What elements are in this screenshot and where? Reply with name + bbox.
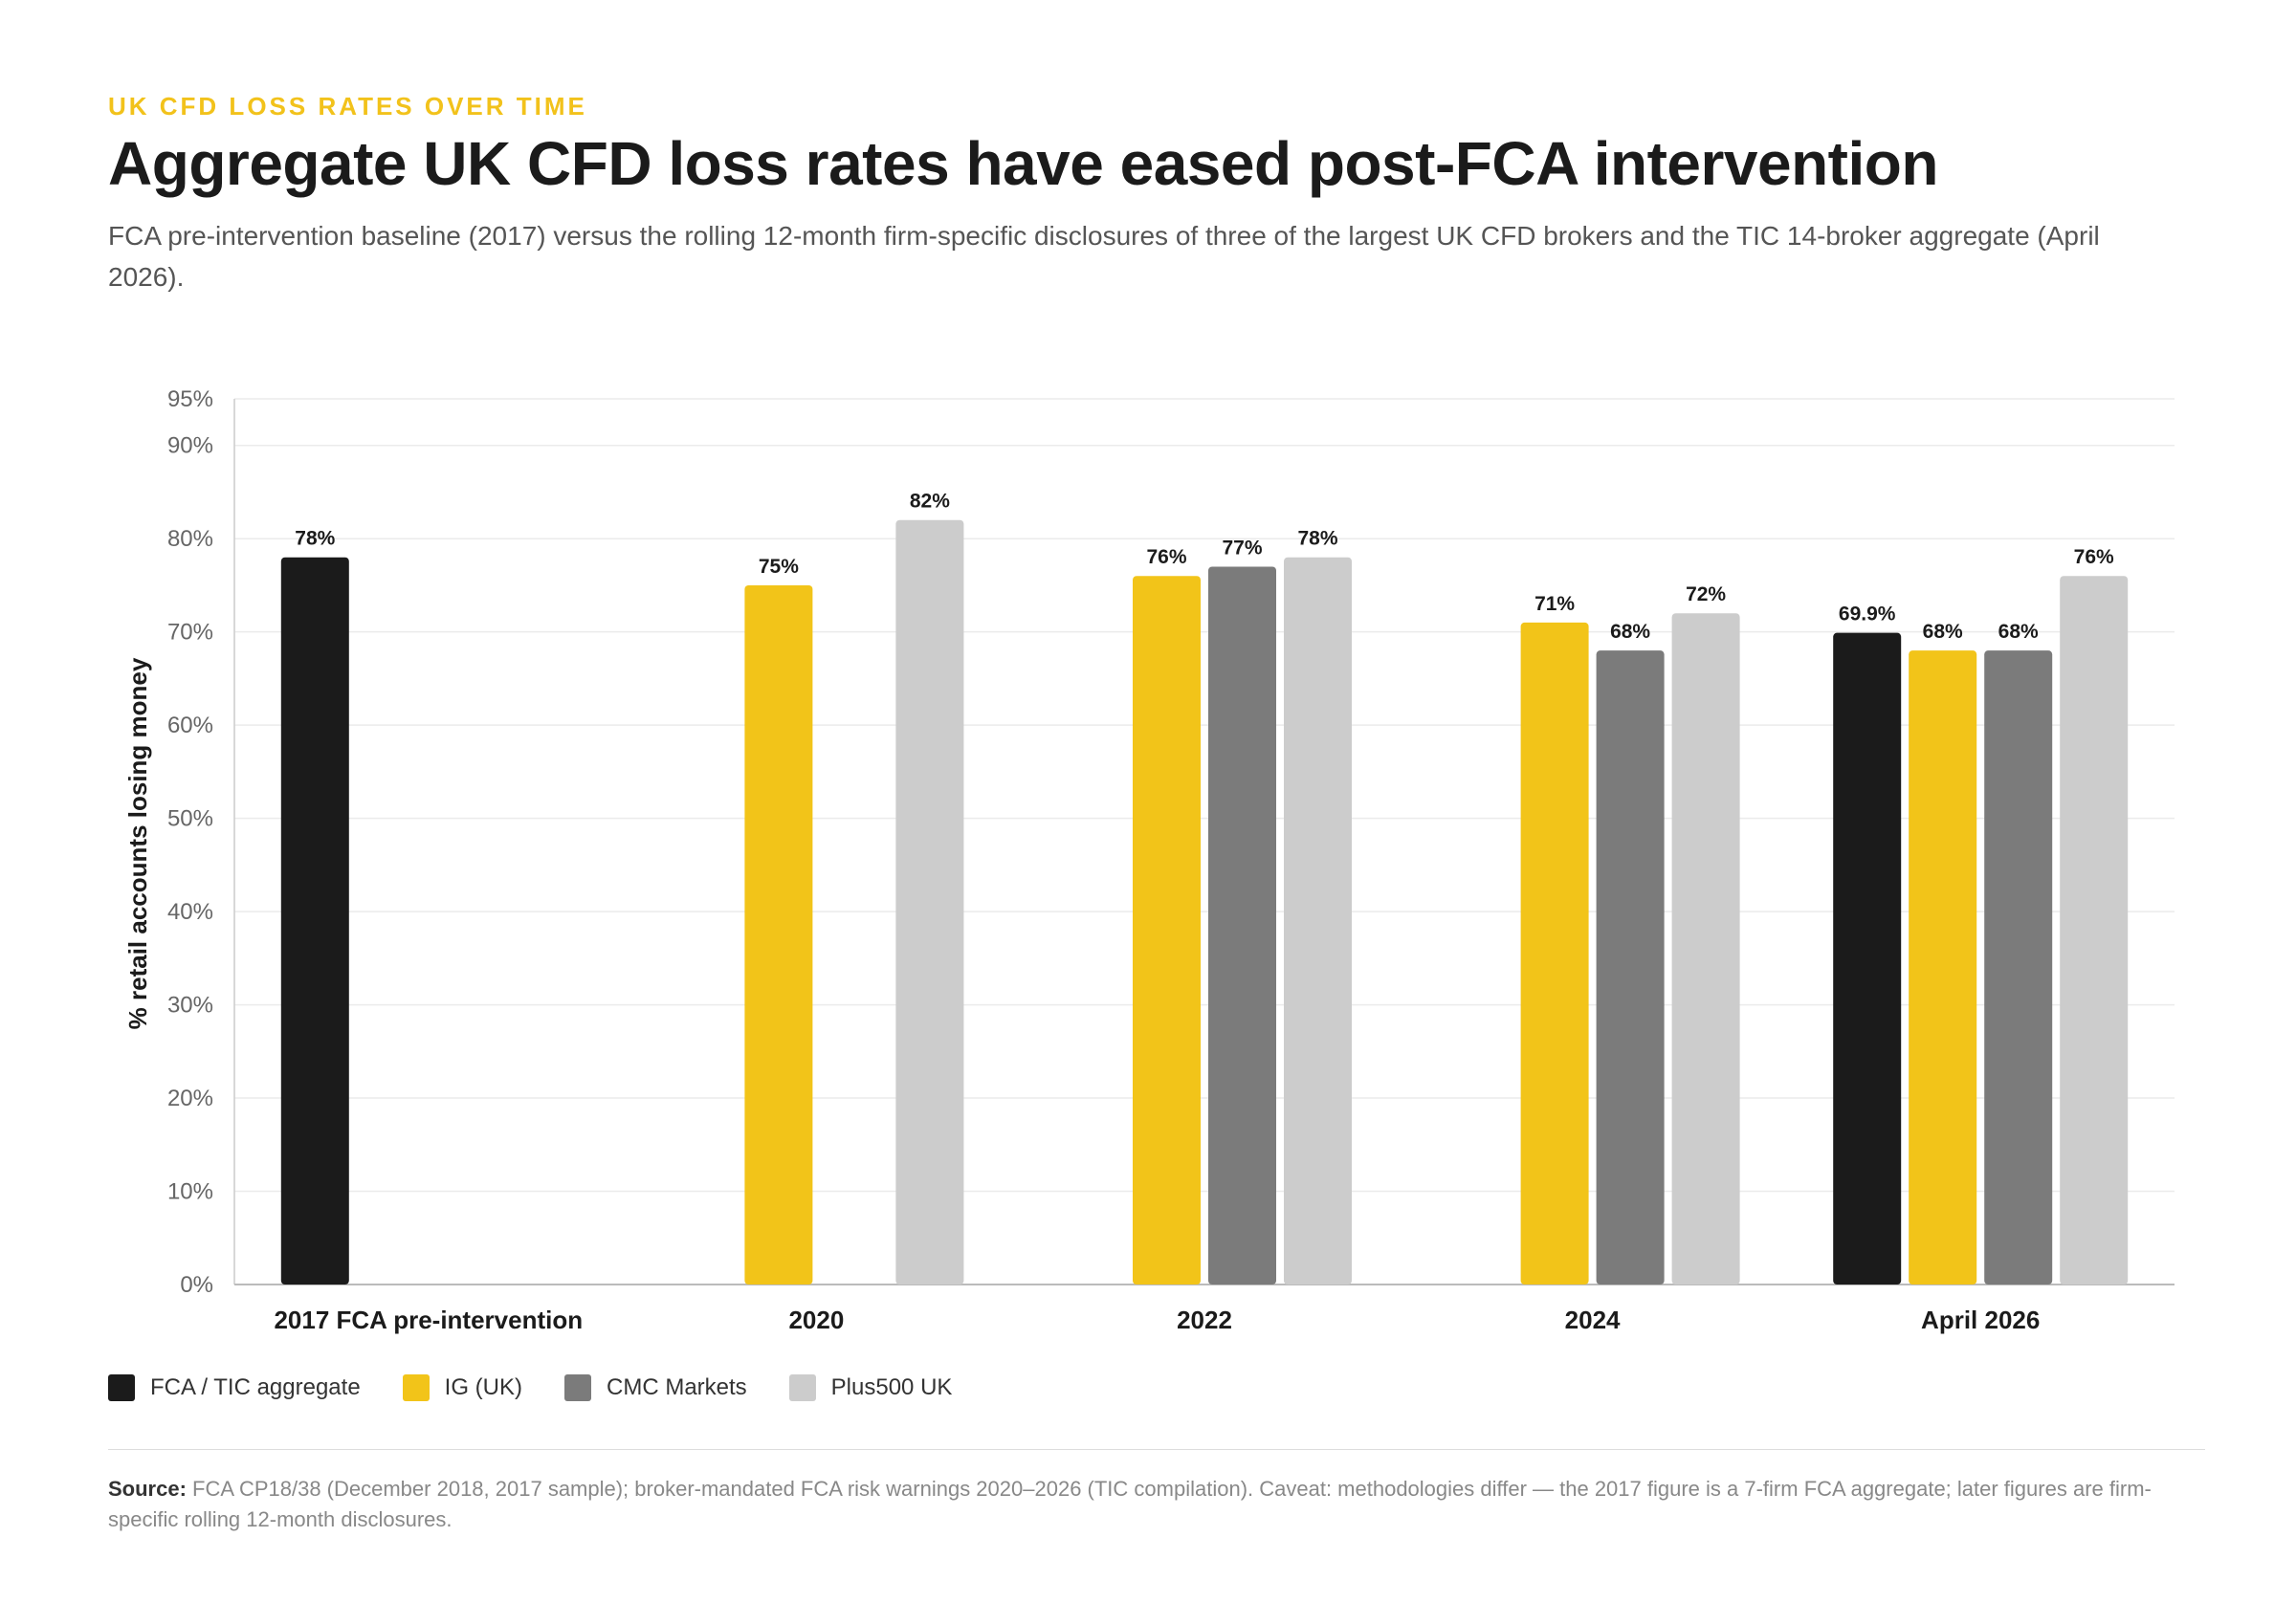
- bar-plus500-uk: [1284, 557, 1352, 1285]
- source-text: FCA CP18/38 (December 2018, 2017 sample)…: [108, 1477, 2152, 1531]
- bar-fca-tic-aggregate: [1833, 632, 1902, 1285]
- y-tick-label: 80%: [167, 526, 213, 552]
- bar-ig-uk-: [744, 584, 813, 1285]
- legend-label: FCA / TIC aggregate: [150, 1374, 361, 1400]
- legend-swatch: [108, 1374, 135, 1401]
- y-tick-label: 40%: [167, 899, 213, 925]
- x-tick-label: 2024: [1565, 1306, 1621, 1334]
- legend-item-cmc: CMC Markets: [564, 1374, 747, 1401]
- data-label: 68%: [1998, 621, 2039, 643]
- data-label: 68%: [1923, 621, 1963, 643]
- legend-item-ig: IG (UK): [402, 1374, 522, 1401]
- x-tick-label: 2022: [1177, 1306, 1232, 1334]
- bar-plus500-uk: [1671, 613, 1740, 1285]
- y-tick-label: 60%: [167, 713, 213, 738]
- y-tick-label: 50%: [167, 806, 213, 832]
- bar-ig-uk-: [1520, 622, 1589, 1285]
- source-note: Source: FCA CP18/38 (December 2018, 2017…: [108, 1474, 2175, 1535]
- legend-swatch: [788, 1374, 816, 1401]
- bar-cmc-markets: [1984, 650, 2053, 1285]
- data-label: 75%: [759, 556, 799, 578]
- y-axis-label: % retail accounts losing money: [123, 657, 152, 1029]
- bar-ig-uk-: [1133, 576, 1201, 1285]
- bar-cmc-markets: [1596, 650, 1665, 1285]
- data-label: 78%: [295, 528, 335, 550]
- legend-label: Plus500 UK: [830, 1374, 953, 1400]
- data-label: 76%: [1146, 546, 1186, 568]
- bar-chart: 0% 10% 20% 30% 40% 50% 60% 70% 80% 90% 95% % retail…: [123, 386, 2175, 1334]
- data-label: 78%: [1297, 528, 1337, 550]
- chart-title: Aggregate UK CFD loss rates have eased p…: [108, 129, 1938, 198]
- data-label: 76%: [2074, 546, 2114, 568]
- chart-subtitle: FCA pre-intervention baseline (2017) ver…: [108, 221, 2100, 292]
- legend-item-plus500: Plus500 UK: [788, 1374, 953, 1401]
- y-tick-label: 0%: [180, 1272, 213, 1298]
- data-label: 77%: [1222, 537, 1262, 559]
- y-tick-label: 10%: [167, 1179, 213, 1205]
- y-tick-label: 70%: [167, 620, 213, 646]
- legend-label: IG (UK): [444, 1374, 522, 1400]
- footer-divider: [108, 1449, 2205, 1450]
- chart-kicker: UK CFD LOSS RATES OVER TIME: [108, 92, 587, 121]
- y-tick-label: 20%: [167, 1086, 213, 1111]
- y-tick-label: 30%: [167, 993, 213, 1019]
- data-label: 68%: [1610, 621, 1650, 643]
- bar-fca-tic-aggregate: [280, 557, 349, 1285]
- legend-label: CMC Markets: [607, 1374, 747, 1400]
- x-tick-label: April 2026: [1921, 1306, 2040, 1334]
- legend-item-fca-tic: FCA / TIC aggregate: [108, 1374, 361, 1401]
- x-tick-label: 2017 FCA pre-intervention: [274, 1306, 583, 1334]
- bar-plus500-uk: [2060, 576, 2129, 1285]
- x-tick-label: 2020: [788, 1306, 844, 1334]
- bar-plus500-uk: [895, 519, 964, 1285]
- legend-swatch: [564, 1374, 591, 1401]
- data-label: 82%: [910, 491, 950, 513]
- legend-swatch: [402, 1374, 430, 1401]
- y-tick-label: 95%: [167, 386, 213, 412]
- data-label: 71%: [1534, 593, 1575, 615]
- bar-cmc-markets: [1208, 566, 1276, 1285]
- y-tick-label: 90%: [167, 433, 213, 459]
- data-label: 72%: [1686, 583, 1726, 605]
- data-label: 69.9%: [1839, 604, 1896, 626]
- chart-legend: FCA / TIC aggregate IG (UK) CMC Markets …: [108, 1374, 994, 1401]
- bar-ig-uk-: [1909, 650, 1977, 1285]
- source-label: Source:: [108, 1477, 187, 1501]
